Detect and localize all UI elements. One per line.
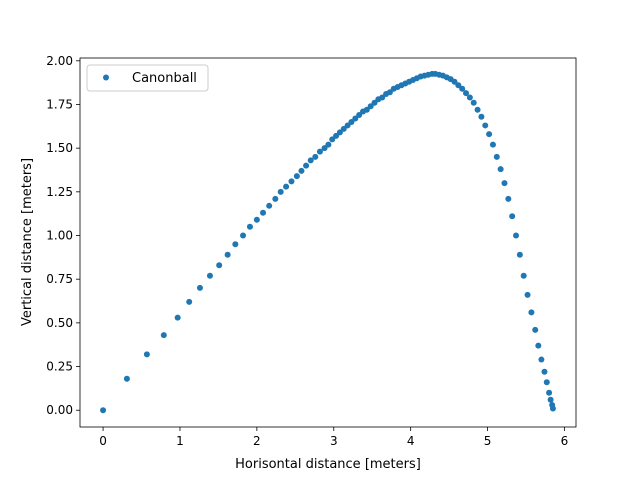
data-point (538, 356, 545, 363)
data-point (206, 272, 213, 279)
data-point (547, 396, 554, 403)
x-axis-ticks: 0 1 2 3 4 5 6 (99, 427, 568, 448)
data-point (123, 375, 130, 382)
data-point (474, 106, 481, 113)
data-points (100, 70, 556, 414)
data-point (543, 379, 550, 386)
data-point (344, 122, 351, 129)
x-tick-label: 5 (484, 434, 492, 448)
legend: Canonball (86, 64, 209, 92)
data-point (253, 216, 260, 223)
data-point (174, 314, 181, 321)
data-point (348, 118, 355, 125)
data-point (333, 132, 340, 139)
data-point (524, 291, 531, 298)
y-tick-label: 0.25 (46, 360, 73, 374)
x-tick-label: 3 (330, 434, 338, 448)
data-point (497, 166, 504, 173)
y-tick-label: 1.50 (46, 141, 73, 155)
data-point (216, 262, 223, 269)
y-tick-label: 0.75 (46, 272, 73, 286)
data-point (509, 213, 516, 220)
legend-label-canonball: Canonball (132, 71, 197, 86)
data-point (363, 106, 370, 113)
data-point (160, 332, 167, 339)
data-point (100, 407, 107, 414)
data-point (505, 195, 512, 202)
legend-frame (86, 64, 209, 92)
data-point (532, 326, 539, 333)
data-point (520, 272, 527, 279)
data-point (232, 241, 239, 248)
data-point (379, 94, 386, 101)
x-tick-label: 0 (99, 434, 107, 448)
data-point (528, 309, 535, 316)
data-point (367, 103, 374, 110)
data-point (196, 284, 203, 291)
data-point (493, 153, 500, 160)
data-point (316, 148, 323, 155)
data-point (312, 153, 319, 160)
data-point (266, 202, 273, 209)
data-point (186, 298, 193, 305)
data-point (321, 145, 328, 152)
data-point (307, 157, 314, 164)
y-tick-label: 1.25 (46, 185, 73, 199)
data-point (340, 125, 347, 132)
data-point (513, 232, 520, 239)
data-point (451, 78, 458, 85)
data-point (463, 90, 470, 97)
data-point (489, 141, 496, 148)
data-point (143, 351, 150, 358)
data-point (240, 232, 247, 239)
data-point (352, 115, 359, 122)
data-point (260, 209, 267, 216)
data-point (371, 99, 378, 106)
data-point (356, 111, 363, 118)
y-axis-ticks: 0.00 0.25 0.50 0.75 1.00 1.25 1.50 1.75 2.00 (46, 54, 80, 417)
x-tick-label: 4 (407, 434, 415, 448)
x-axis-label: Horisontal distance [meters] (235, 457, 421, 472)
y-tick-label: 1.00 (46, 229, 73, 243)
legend-marker (103, 74, 109, 81)
data-point (288, 178, 295, 185)
data-point (549, 405, 556, 412)
data-point (283, 183, 290, 190)
data-point (470, 99, 477, 106)
data-point (386, 89, 393, 96)
data-point (535, 342, 542, 349)
y-tick-label: 0.00 (46, 403, 73, 417)
data-point (325, 141, 332, 148)
data-point (455, 82, 462, 89)
data-point (501, 180, 508, 187)
data-point (541, 368, 548, 375)
data-point (272, 195, 279, 202)
data-point (482, 122, 489, 129)
data-point (224, 251, 231, 258)
data-point (303, 162, 310, 169)
data-point (329, 136, 336, 143)
data-point (277, 188, 284, 195)
x-tick-label: 6 (561, 434, 569, 448)
y-tick-label: 0.50 (46, 316, 73, 330)
y-axis-label: Vertical distance [meters] (20, 158, 35, 326)
y-tick-label: 2.00 (46, 54, 73, 68)
x-tick-label: 1 (176, 434, 184, 448)
data-point (546, 389, 553, 396)
axes-frame (79, 57, 577, 428)
data-point (298, 167, 305, 174)
data-point (246, 223, 253, 230)
data-point (336, 129, 343, 136)
y-tick-label: 1.75 (46, 97, 73, 111)
data-point (486, 131, 493, 138)
data-point (466, 94, 473, 101)
data-point (478, 113, 485, 120)
plot-area (79, 57, 577, 428)
x-tick-label: 2 (253, 434, 261, 448)
data-point (293, 173, 300, 180)
data-point (516, 251, 523, 258)
data-point (459, 85, 466, 92)
